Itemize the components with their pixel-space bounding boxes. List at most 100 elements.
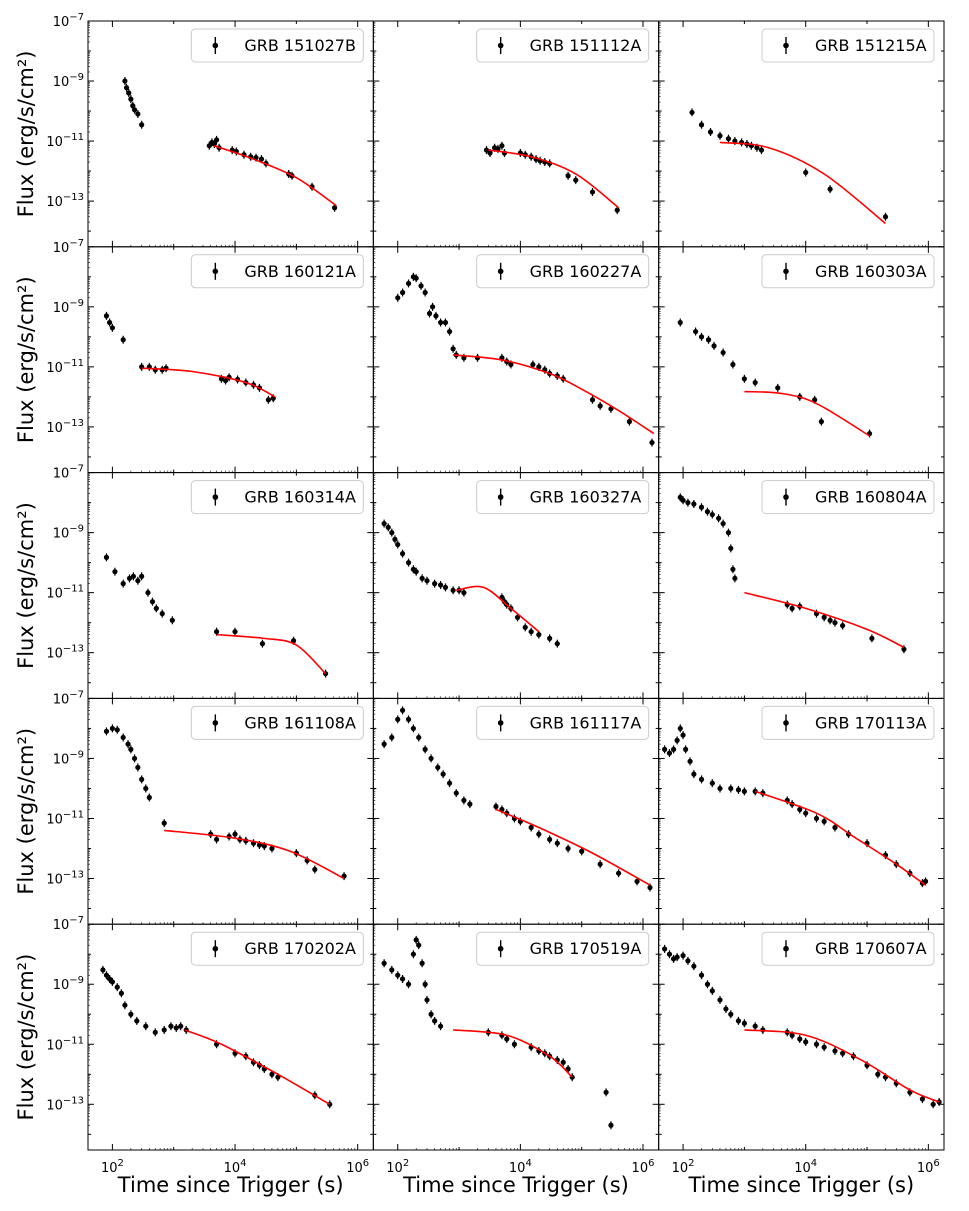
x-tick-label: 106 [917, 1158, 940, 1176]
data-point [821, 614, 827, 620]
data-point [508, 361, 514, 368]
fit-curve [213, 144, 337, 207]
data-point [410, 725, 416, 732]
data-point [709, 780, 715, 786]
data-point [717, 785, 723, 792]
panel-data [103, 311, 276, 404]
data-point [840, 1050, 846, 1056]
tick-exponent: 6 [363, 1158, 369, 1169]
data-point [467, 801, 473, 807]
ylabels-layer: Flux (erg/s/cm²) Flux (erg/s/cm²) Flux (er… [14, 51, 38, 1121]
data-point [758, 147, 765, 153]
data-point [461, 797, 467, 803]
data-point [882, 214, 889, 220]
data-point [565, 845, 571, 852]
tick-exponent: −13 [63, 644, 84, 655]
data-point [399, 551, 406, 557]
data-point [135, 578, 141, 584]
tick-exponent: −13 [63, 418, 84, 429]
fit-curve [184, 1029, 331, 1105]
fit-curve [216, 633, 327, 675]
legend-marker [497, 494, 504, 500]
data-point [428, 755, 434, 762]
y-axis-label: Flux (erg/s/cm²) [14, 502, 38, 669]
tick-exponent: 4 [240, 1158, 246, 1169]
tick-base: 10 [346, 1161, 363, 1176]
data-point [803, 810, 809, 816]
tick-base: 10 [46, 872, 63, 887]
data-point [405, 981, 412, 987]
panel-data [103, 553, 329, 678]
tick-exponent: 6 [933, 1158, 939, 1169]
x-tick-label: 104 [224, 1158, 247, 1176]
panel-data [677, 318, 873, 438]
tick-exponent: −9 [69, 975, 84, 986]
data-point [723, 1006, 729, 1012]
panel: GRB 160804A [658, 472, 945, 699]
y-tick-label: 10−9 [53, 975, 84, 993]
panel-data [122, 77, 338, 212]
data-point [106, 319, 113, 326]
data-point [103, 313, 110, 319]
y-tick-label: 10−11 [46, 1035, 84, 1053]
data-point [716, 515, 722, 521]
data-point [126, 575, 133, 581]
legend-marker [497, 720, 504, 726]
data-point [269, 845, 275, 852]
panel-data [100, 965, 333, 1109]
data-point [803, 169, 809, 176]
tick-base: 10 [632, 1161, 649, 1176]
data-point [381, 960, 387, 966]
data-point [143, 1023, 149, 1029]
legend: GRB 160227A [476, 254, 650, 289]
legend: GRB 170113A [761, 705, 935, 740]
data-point [410, 951, 416, 957]
data-point [677, 319, 683, 326]
data-point [536, 364, 542, 370]
data-point [707, 129, 714, 135]
legend: GRB 160303A [761, 254, 935, 289]
data-point [821, 1044, 827, 1050]
data-point [709, 988, 715, 994]
tick-base: 10 [672, 1161, 689, 1176]
data-point [135, 764, 141, 771]
data-point [442, 584, 449, 590]
data-point [720, 520, 726, 527]
data-point [395, 295, 401, 301]
data-point [161, 820, 167, 826]
data-point [717, 997, 723, 1003]
legend: GRB 160314A [190, 480, 364, 515]
data-point [128, 746, 134, 752]
data-point [741, 788, 747, 794]
tick-base: 10 [53, 75, 70, 90]
data-point [399, 976, 406, 982]
data-point [213, 137, 220, 143]
legend-box [761, 931, 935, 966]
data-point [385, 524, 391, 530]
legend-box [761, 28, 935, 63]
legend-box [476, 931, 650, 966]
data-point [426, 310, 433, 317]
tick-exponent: −7 [69, 915, 84, 926]
tick-exponent: 2 [403, 1158, 409, 1169]
data-point [405, 716, 412, 722]
x-tick-label: 104 [794, 1158, 817, 1176]
data-point [159, 611, 165, 617]
panel-data [395, 272, 655, 447]
data-point [213, 629, 220, 635]
y-tick-label: 10−13 [46, 192, 84, 210]
data-point [680, 497, 686, 503]
data-point [677, 725, 683, 732]
data-point [698, 504, 705, 510]
data-point [698, 334, 705, 340]
panel: GRB 151215A [658, 20, 945, 248]
data-point [416, 942, 422, 948]
data-point [680, 732, 686, 738]
data-point [919, 1096, 926, 1102]
legend-box [761, 254, 935, 289]
y-tick-label: 10−7 [53, 689, 84, 707]
data-point [413, 275, 419, 281]
